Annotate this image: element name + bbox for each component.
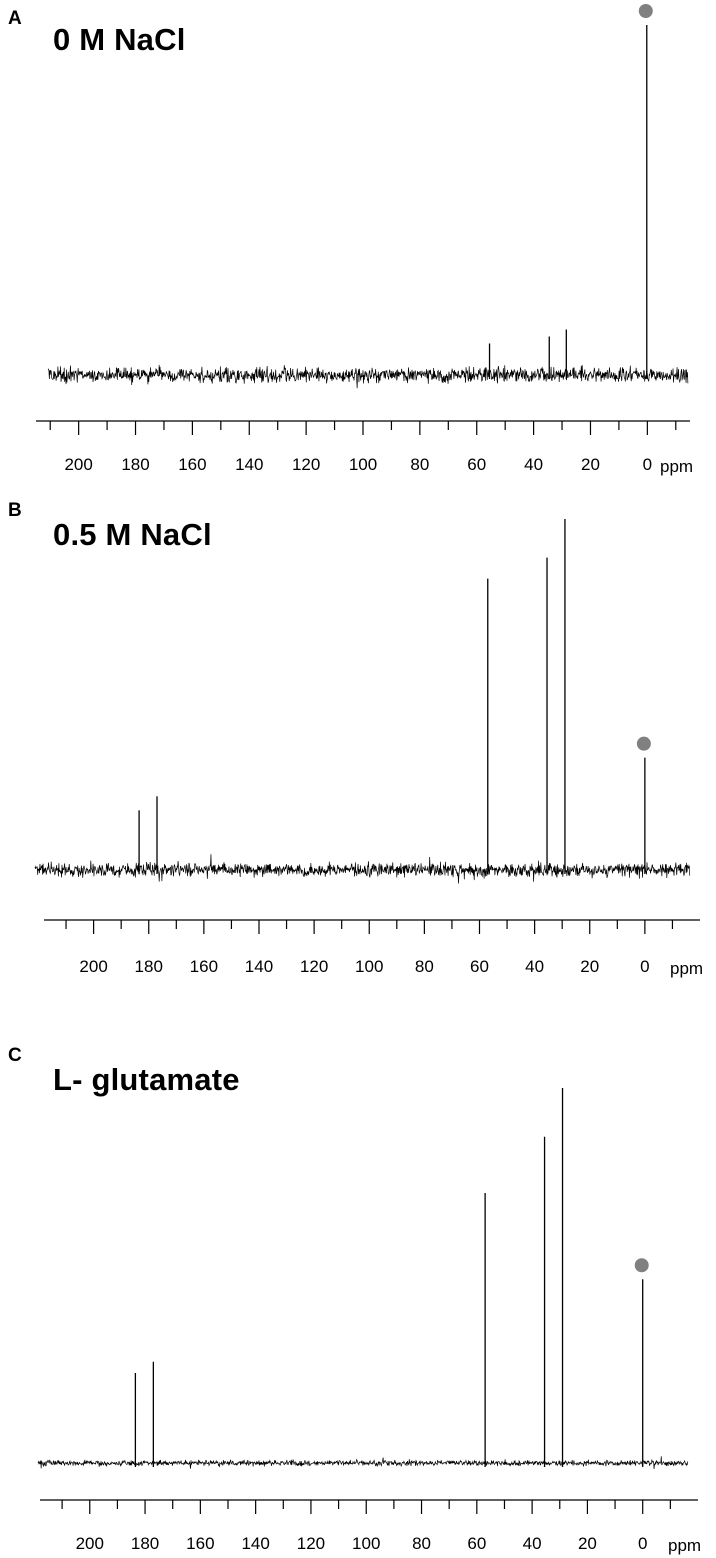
x-tick-label: 120 — [292, 455, 320, 474]
spectrum-c: 200 180 160 140 120 100 80 60 40 20 0 ppm — [37, 1088, 701, 1555]
panel-a: A 0 M NaCl — [0, 0, 716, 500]
x-tick-label: 80 — [412, 1534, 431, 1553]
panel-b: B 0.5 M NaCl — [0, 492, 716, 1002]
x-tick-label: 120 — [297, 1534, 325, 1553]
x-tick-label: 100 — [355, 957, 383, 976]
x-tick-label: 80 — [415, 957, 434, 976]
panel-letter: A — [8, 8, 22, 29]
x-axis-label: ppm — [668, 1536, 701, 1555]
x-tick-label: 20 — [578, 1534, 597, 1553]
x-tick-label: 100 — [349, 455, 377, 474]
x-tick-label: 40 — [524, 455, 543, 474]
reference-peak-marker — [638, 4, 653, 18]
x-tick-label: 20 — [580, 957, 599, 976]
x-tick-label: 140 — [235, 455, 263, 474]
x-tick-label: 140 — [245, 957, 273, 976]
chart-title: 0.5 M NaCl — [53, 517, 212, 552]
noise-baseline — [34, 854, 691, 884]
noise-baseline — [37, 1456, 689, 1469]
x-tick-label: 200 — [79, 957, 107, 976]
x-tick-label: 160 — [190, 957, 218, 976]
x-tick-label: 180 — [121, 455, 149, 474]
x-tick-label: 200 — [76, 1534, 104, 1553]
chart-title: 0 M NaCl — [53, 22, 186, 57]
x-tick-label: 40 — [523, 1534, 542, 1553]
x-tick-label: 120 — [300, 957, 328, 976]
x-tick-label: 0 — [643, 455, 652, 474]
x-tick-label: 0 — [638, 1534, 647, 1553]
x-tick-label: 20 — [581, 455, 600, 474]
x-tick-label: 200 — [64, 455, 92, 474]
reference-peak-marker — [636, 736, 651, 751]
panel-letter: C — [8, 1045, 22, 1066]
x-axis-label: ppm — [670, 959, 703, 978]
x-tick-label: 180 — [131, 1534, 159, 1553]
reference-peak-marker — [634, 1258, 649, 1273]
spectrum-b: 200 180 160 140 120 100 80 60 40 20 0 ppm — [34, 519, 703, 978]
x-tick-label: 60 — [467, 1534, 486, 1553]
panel-letter: B — [8, 500, 22, 521]
spectrum-a: 200 180 160 140 120 100 80 60 40 20 0 ppm — [36, 4, 693, 476]
x-tick-label: 160 — [186, 1534, 214, 1553]
chart-title: L- glutamate — [53, 1062, 240, 1097]
x-tick-label: 60 — [470, 957, 489, 976]
x-axis-label: ppm — [660, 457, 693, 476]
x-tick-label: 160 — [178, 455, 206, 474]
x-tick-label: 40 — [525, 957, 544, 976]
panel-c: C L- glutamate — [0, 1040, 716, 1558]
x-tick-label: 100 — [352, 1534, 380, 1553]
x-tick-label: 140 — [241, 1534, 269, 1553]
x-tick-label: 180 — [135, 957, 163, 976]
x-tick-label: 80 — [410, 455, 429, 474]
noise-baseline — [47, 364, 689, 389]
x-tick-label: 0 — [640, 957, 649, 976]
x-tick-label: 60 — [467, 455, 486, 474]
